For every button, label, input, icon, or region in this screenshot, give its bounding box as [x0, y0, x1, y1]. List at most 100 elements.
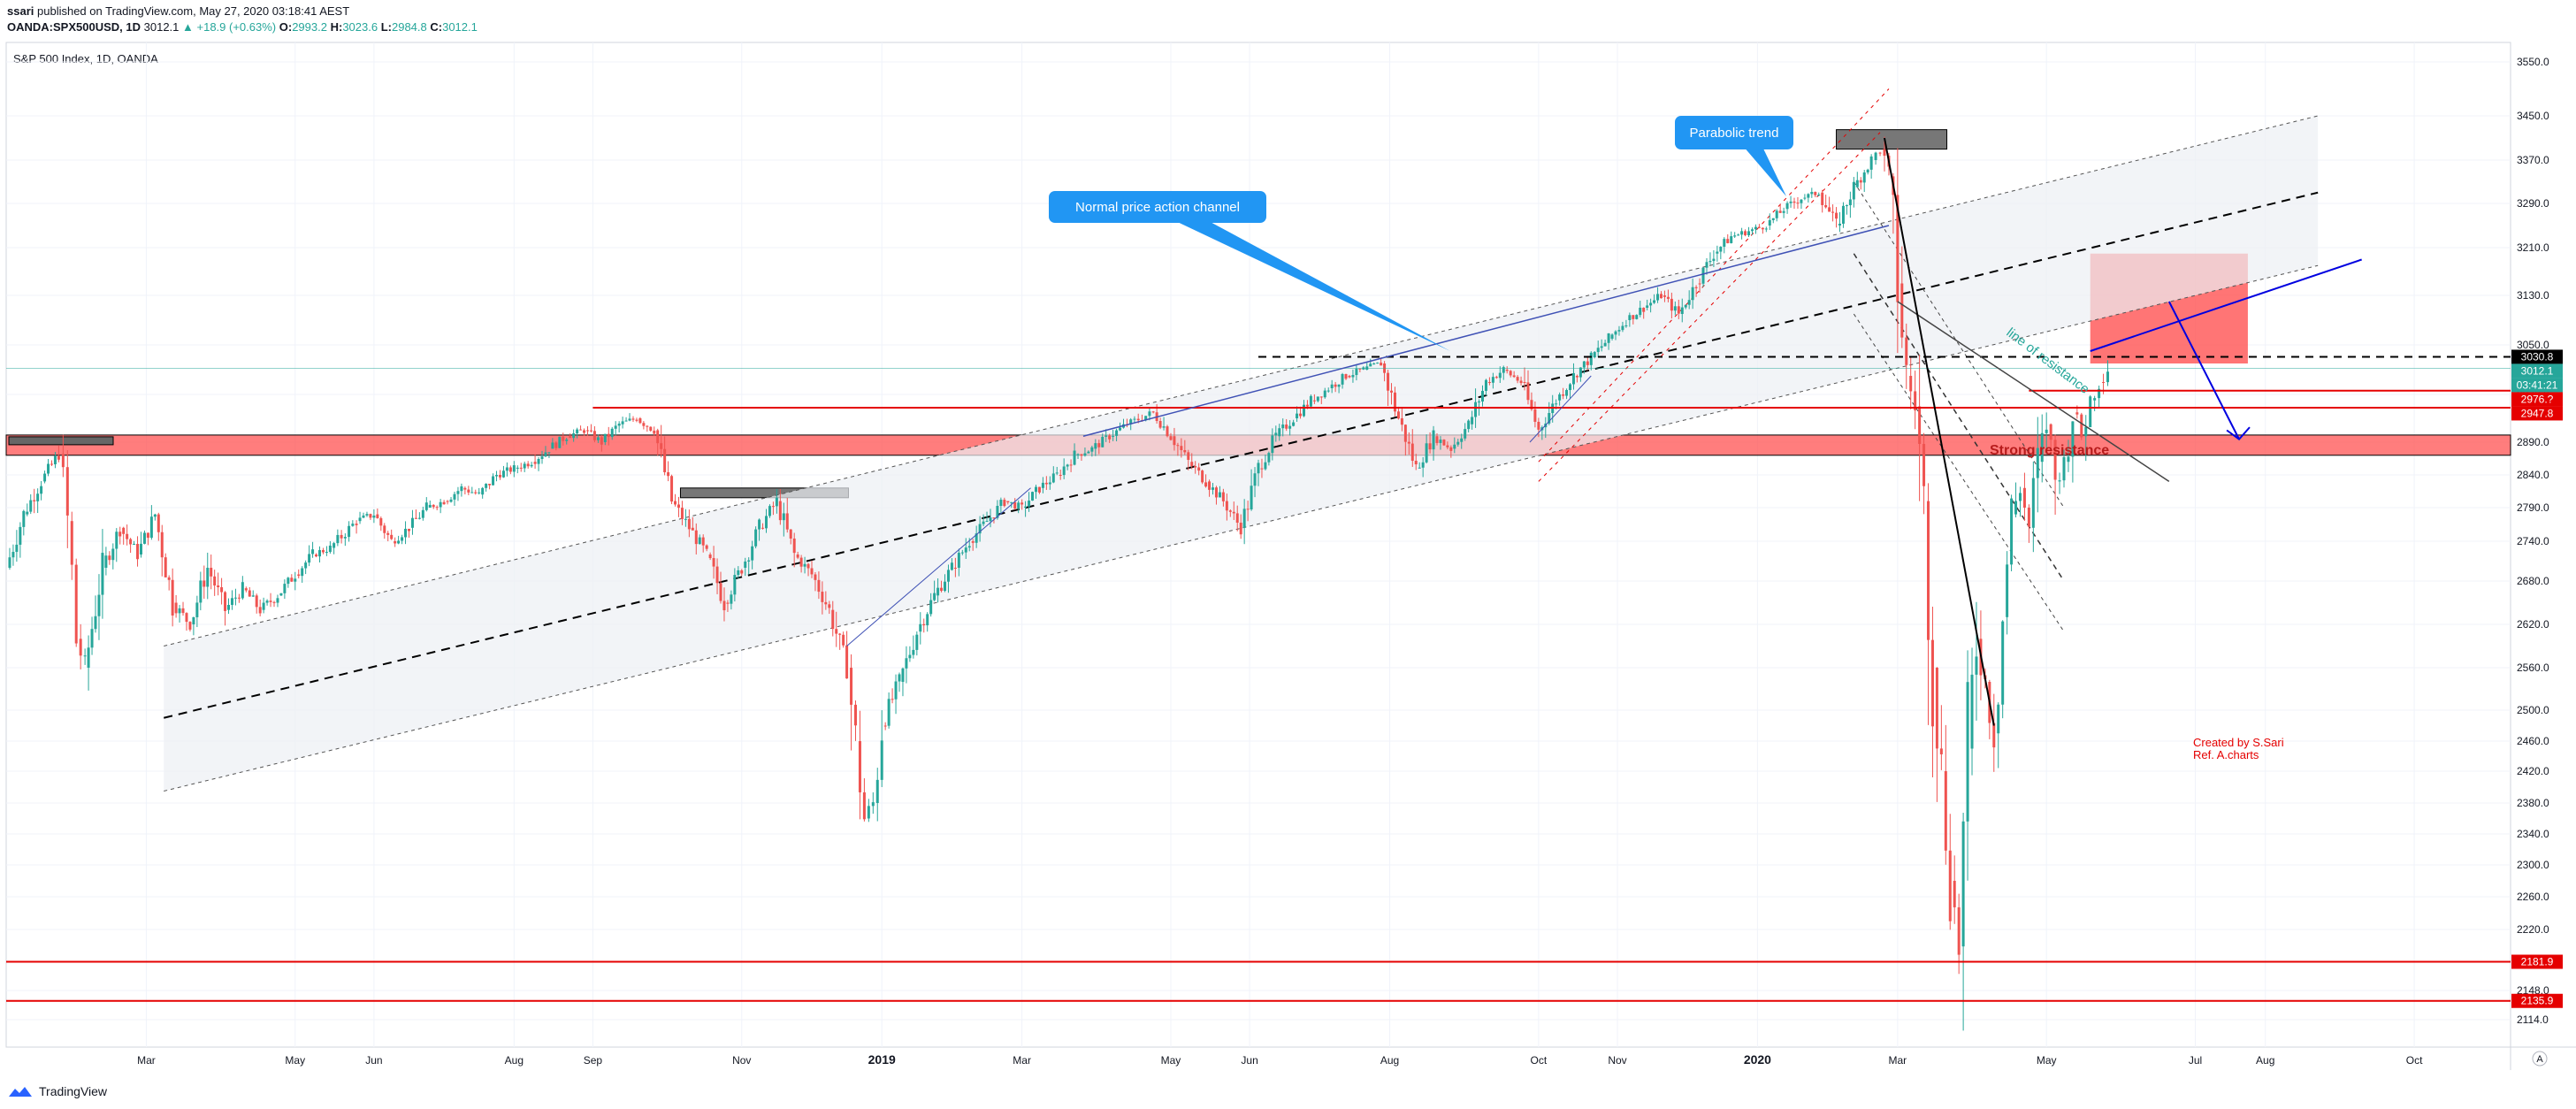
- candle-body: [1133, 418, 1136, 420]
- candle-body: [691, 527, 694, 531]
- oct-trend-line: [1529, 375, 1592, 443]
- candle-body: [19, 526, 22, 545]
- y-tick-label: 2340.0: [2517, 828, 2549, 840]
- candle-body: [1041, 482, 1044, 488]
- candle-body: [967, 546, 971, 548]
- candle-body: [1260, 468, 1264, 470]
- candle-body: [1792, 201, 1796, 203]
- parabolic-trend-callout[interactable]: Parabolic trend: [1675, 116, 1793, 196]
- candle-body: [674, 501, 677, 505]
- candle-body: [1586, 361, 1589, 365]
- candle-body: [1239, 523, 1242, 535]
- candle-body: [1201, 470, 1204, 483]
- candle-body: [1744, 231, 1747, 235]
- candle-body: [1782, 210, 1785, 213]
- candle-body: [394, 541, 397, 544]
- open-label: O:: [279, 20, 293, 34]
- auto-scale-button[interactable]: A: [2532, 1051, 2548, 1067]
- price-tag: 03:41:21: [2511, 378, 2563, 393]
- candle-body: [862, 792, 866, 820]
- candle-body: [308, 554, 311, 563]
- candle-body: [1044, 482, 1048, 485]
- candle-body: [1610, 334, 1614, 339]
- candle-body: [424, 502, 428, 510]
- candle-body: [758, 519, 761, 530]
- normal-channel-callout[interactable]: Normal price action channel: [1049, 191, 1450, 351]
- candle-body: [1090, 447, 1094, 452]
- candle-body: [1144, 416, 1148, 421]
- candle-body: [1838, 223, 1841, 226]
- candle-body: [1730, 236, 1733, 243]
- candle-body: [146, 532, 149, 539]
- candle-body: [1221, 492, 1225, 501]
- author-name[interactable]: ssari: [7, 4, 34, 18]
- candle-body: [867, 806, 870, 819]
- candle-body: [74, 564, 78, 644]
- candle-body: [1701, 267, 1705, 284]
- candle-body: [410, 517, 414, 528]
- candle-body: [1017, 502, 1020, 509]
- candle-body: [325, 552, 328, 554]
- candle-body: [1460, 438, 1464, 442]
- candle-body: [244, 588, 248, 591]
- candle-body: [1764, 228, 1768, 230]
- candle-body: [126, 533, 129, 539]
- candle-body: [2106, 371, 2110, 383]
- candle-body: [1105, 435, 1108, 437]
- candle-body: [1845, 205, 1848, 207]
- candle-body: [421, 509, 424, 518]
- candle-body: [922, 623, 926, 626]
- candle-body: [311, 549, 315, 554]
- candle-body: [957, 553, 960, 569]
- candle-body: [174, 602, 178, 614]
- candle-body: [446, 501, 449, 502]
- candle-body: [1151, 411, 1155, 413]
- parabolic-lower-line: [1538, 132, 1881, 482]
- candle-body: [365, 514, 369, 516]
- tradingview-logo[interactable]: TradingView: [7, 1081, 107, 1102]
- candle-body: [530, 464, 533, 467]
- candle-body: [1494, 377, 1498, 379]
- candle-body: [512, 465, 516, 472]
- candle-body: [936, 587, 940, 596]
- candle-body: [569, 436, 572, 439]
- candle-body: [485, 484, 488, 488]
- candle-body: [964, 547, 967, 553]
- parabolic-upper-line: [1538, 88, 1890, 463]
- candle-body: [1628, 315, 1632, 320]
- candle-body: [1418, 467, 1421, 469]
- x-tick-label: Jun: [1241, 1054, 1257, 1067]
- candle-body: [2036, 447, 2039, 478]
- candle-body: [185, 613, 188, 623]
- normal-channel-callout-text: Normal price action channel: [1075, 200, 1240, 215]
- candle-body: [1866, 169, 1869, 173]
- candle-body: [1410, 443, 1414, 462]
- candle-body: [737, 570, 740, 576]
- candle-body: [778, 501, 782, 521]
- candle-body: [1330, 384, 1334, 388]
- candle-body: [1948, 850, 1952, 922]
- candle-body: [129, 539, 133, 545]
- candle-body: [97, 594, 101, 616]
- candle-body: [1537, 421, 1540, 430]
- price-tag-box: [2511, 363, 2563, 379]
- candle-body: [439, 501, 442, 508]
- candle-body: [414, 517, 417, 519]
- candle-body: [164, 557, 167, 577]
- candle-body: [845, 645, 849, 679]
- candle-body: [1530, 400, 1533, 409]
- candle-body: [1571, 373, 1575, 385]
- y-tick-label: 2300.0: [2517, 859, 2549, 871]
- candle-body: [262, 602, 265, 610]
- candle-body: [449, 499, 453, 502]
- candle-body: [1896, 195, 1900, 302]
- candle-body: [646, 425, 649, 427]
- candle-body: [1680, 307, 1684, 314]
- candle-body: [676, 504, 680, 509]
- candle-body: [1288, 425, 1292, 429]
- y-tick-label: 2840.0: [2517, 469, 2549, 481]
- candle-body: [705, 545, 708, 549]
- candle-body: [1037, 486, 1041, 493]
- strong-resistance-label: Strong resistance: [1990, 443, 2109, 458]
